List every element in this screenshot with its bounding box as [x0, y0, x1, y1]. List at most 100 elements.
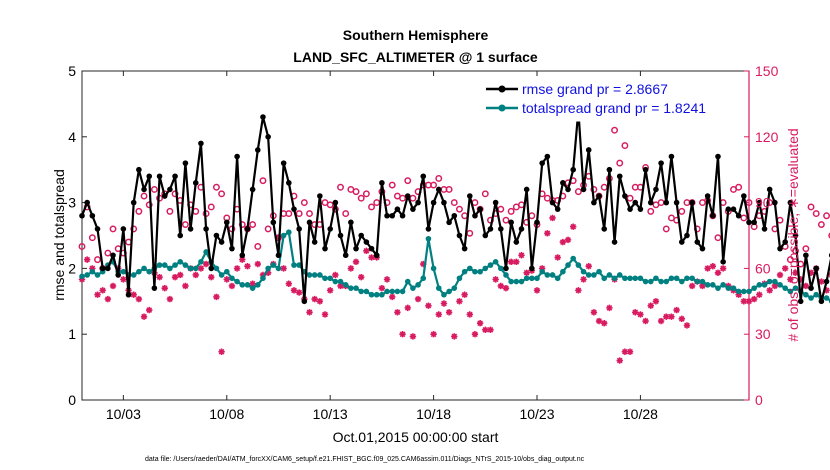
obs-evaluated-point: [750, 295, 758, 303]
obs-possible-point: [130, 225, 138, 233]
series-rmse-point: [291, 206, 297, 212]
series-totalspread-point: [492, 259, 499, 265]
series-totalspread-point: [270, 262, 277, 268]
series-rmse-point: [606, 166, 613, 173]
series-rmse-point: [766, 186, 773, 193]
series-rmse-point: [487, 226, 494, 232]
series-totalspread-point: [710, 282, 716, 288]
series-totalspread-point: [430, 265, 437, 272]
obs-possible-point: [823, 212, 830, 220]
series-totalspread-point: [663, 278, 670, 285]
series-rmse-point: [270, 219, 277, 226]
obs-possible-point: [621, 142, 629, 150]
series-totalspread-point: [280, 232, 287, 239]
obs-evaluated-point: [347, 265, 355, 272]
y2-tick-label: 90: [755, 195, 771, 211]
obs-possible-point: [481, 190, 489, 198]
series-totalspread-point: [632, 275, 639, 282]
series-totalspread-point: [203, 249, 209, 255]
obs-evaluated-point: [435, 311, 442, 318]
obs-evaluated-point: [140, 313, 148, 320]
series-totalspread-point: [554, 275, 561, 282]
obs-evaluated-point: [409, 333, 417, 340]
obs-evaluated-point: [213, 293, 220, 301]
obs-evaluated-point: [171, 273, 179, 281]
series-totalspread-point: [130, 272, 137, 278]
obs-evaluated-point: [585, 263, 592, 270]
series-rmse-point: [689, 199, 695, 206]
series-rmse-point: [508, 219, 514, 226]
series-totalspread-point: [596, 268, 602, 275]
obs-possible-point: [342, 210, 350, 218]
obs-evaluated-point: [595, 317, 603, 325]
series-totalspread-point: [523, 275, 530, 282]
obs-evaluated-point: [414, 295, 422, 303]
obs-possible-point: [326, 201, 334, 209]
series-rmse-point: [808, 285, 814, 291]
series-rmse-point: [699, 245, 706, 252]
y2-tick-label: 30: [755, 326, 771, 342]
y2-tick-labels: 0 30 60 90 120 150: [755, 63, 779, 408]
obs-possible-point: [218, 190, 226, 198]
obs-evaluated-point: [699, 282, 706, 290]
obs-evaluated-point: [471, 331, 479, 338]
obs-evaluated-point: [823, 287, 830, 294]
obs-possible-point: [430, 181, 438, 189]
series-rmse-point: [503, 265, 509, 272]
obs-possible-point: [807, 203, 815, 211]
series-rmse-point: [161, 193, 168, 199]
obs-evaluated-point: [78, 276, 86, 283]
series-totalspread-point: [192, 265, 199, 272]
series-totalspread-point: [177, 259, 184, 265]
series-totalspread-point: [265, 265, 271, 272]
series-rmse-point: [704, 193, 711, 199]
x-tick-label: 10/13: [313, 406, 348, 422]
chart-title: Southern Hemisphere: [343, 27, 489, 43]
series-totalspread-point: [616, 272, 623, 278]
series-totalspread-point: [172, 262, 178, 268]
series-totalspread-point: [337, 278, 344, 285]
obs-possible-point: [109, 225, 117, 233]
series-totalspread-point: [529, 275, 535, 282]
obs-evaluated-point: [771, 282, 779, 290]
series-rmse-point: [782, 239, 788, 245]
series-totalspread-point: [689, 275, 695, 282]
series-rmse-point: [130, 199, 137, 206]
obs-possible-point: [285, 210, 293, 218]
series-totalspread-point: [389, 288, 396, 295]
series-rmse-point: [399, 212, 406, 219]
series-rmse-point: [492, 199, 499, 206]
obs-possible-point: [435, 175, 443, 182]
series-totalspread-point: [306, 272, 313, 278]
series-rmse-point: [777, 245, 783, 252]
series-rmse-point: [94, 226, 101, 232]
series-rmse-point: [498, 226, 504, 232]
series-totalspread-point: [435, 285, 442, 291]
obs-evaluated-point: [264, 269, 272, 276]
obs-possible-point: [616, 159, 624, 167]
series-rmse-point: [389, 212, 396, 219]
obs-evaluated-point: [399, 331, 406, 338]
obs-evaluated-point: [549, 214, 556, 222]
series-rmse-point: [523, 186, 530, 193]
legend-rmse-marker: [498, 85, 506, 93]
obs-evaluated-point: [363, 247, 370, 255]
series-rmse-point: [435, 186, 442, 193]
series-totalspread-point: [482, 265, 489, 272]
obs-evaluated-point: [311, 295, 318, 303]
series-rmse-point: [198, 140, 204, 147]
obs-possible-point: [812, 210, 820, 218]
series-rmse-point: [554, 206, 561, 212]
series-rmse-point: [446, 219, 452, 226]
legend-spread-label: totalspread grand pr = 1.8241: [522, 100, 706, 116]
series-totalspread-point: [286, 229, 292, 236]
obs-evaluated-point: [461, 291, 468, 298]
obs-evaluated-point: [580, 276, 587, 283]
obs-possible-point: [786, 256, 794, 264]
series-rmse-point: [203, 226, 209, 232]
obs-possible-point: [249, 221, 257, 228]
obs-evaluated-point: [337, 282, 344, 290]
obs-possible-point: [104, 249, 112, 257]
series-totalspread-point: [384, 288, 390, 295]
series-totalspread-point: [699, 278, 706, 285]
